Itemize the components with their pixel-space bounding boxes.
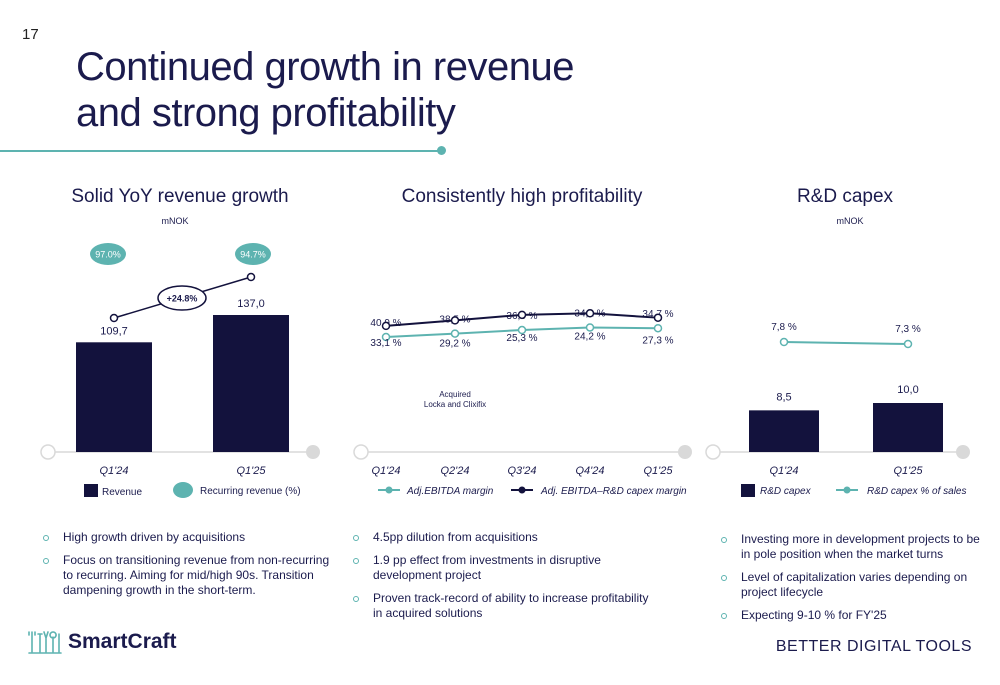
series-point: [585, 309, 595, 318]
profitability-bullets: 4.5pp dilution from acquisitions 1.9 pp …: [350, 530, 650, 629]
capex-pct-point: [779, 337, 789, 347]
title-divider-dot: [437, 146, 446, 155]
capex-value-label: 8,5: [776, 391, 791, 403]
bullet-item: 1.9 pp effect from investments in disrup…: [350, 553, 650, 583]
brand-name: SmartCraft: [68, 630, 177, 653]
revenue-bar: [76, 342, 152, 452]
growth-annotation-label: +24.8%: [167, 294, 198, 304]
bullet-item: Level of capitalization varies depending…: [718, 570, 980, 600]
revenue-axis-end-dot: [306, 445, 320, 459]
series-point: [585, 323, 595, 332]
capex-chart-unit: mNOK: [836, 216, 864, 226]
x-tick-label: Q3'24: [507, 465, 536, 477]
revenue-axis-start-dot: [40, 444, 56, 460]
series-point: [450, 329, 460, 338]
capex-bullets: Investing more in development projects t…: [718, 532, 980, 631]
profitability-axis-end-dot: [678, 445, 692, 459]
bullet-item: Proven track-record of ability to increa…: [350, 591, 650, 621]
x-tick-label: Q4'24: [575, 465, 604, 477]
data-label: 29,2 %: [439, 338, 470, 349]
capex-chart: 8,5 Q1'24 10,0 Q1'25 7,8 % 7,3 % R&D capex R&D …: [705, 322, 970, 497]
data-label: 25,3 %: [506, 333, 537, 344]
legend-recurring-swatch: [173, 482, 193, 498]
page-title: Continued growth in revenue and strong p…: [76, 44, 574, 136]
recurring-point: [109, 313, 119, 323]
smartcraft-logo[interactable]: SmartCraft: [28, 628, 177, 656]
title-line-2: and strong profitability: [76, 91, 456, 135]
recurring-pill: [90, 243, 126, 265]
acquisition-annotation: Locka and Clixifix: [424, 400, 486, 409]
capex-pct-label: 7,8 %: [771, 322, 797, 333]
legend-capex-pct-marker: [843, 486, 851, 494]
tagline: BETTER DIGITAL TOOLS: [775, 638, 972, 655]
series-point: [653, 323, 663, 333]
page-number: 17: [22, 26, 39, 43]
capex-axis-end-dot: [956, 445, 970, 459]
recurring-point: [246, 272, 256, 282]
bullet-item: 4.5pp dilution from acquisitions: [350, 530, 650, 545]
legend-recurring-label: Recurring revenue (%): [200, 486, 301, 497]
title-divider: [0, 150, 440, 152]
bullet-item: Expecting 9-10 % for FY'25: [718, 608, 980, 623]
revenue-chart-unit: mNOK: [161, 216, 189, 226]
series-point: [381, 332, 391, 342]
x-tick-label: Q1'25: [236, 465, 266, 477]
x-tick-label: Q1'24: [371, 465, 400, 477]
x-tick-label: Q1'24: [769, 465, 798, 477]
legend-capex-margin-marker: [518, 486, 526, 494]
growth-annotation-ellipse: [157, 285, 207, 311]
data-label: 33,1 %: [370, 338, 401, 349]
capex-bar: [749, 410, 819, 452]
revenue-bar: [213, 315, 289, 452]
revenue-value-label: 137,0: [237, 298, 265, 310]
legend-capex-label: R&D capex: [760, 486, 812, 497]
legend-capex-swatch: [741, 484, 755, 497]
revenue-chart: 109,7 Q1'24 137,0 Q1'25 97.0% 94.7% +24.8% Reve…: [40, 243, 320, 498]
data-label: 27,3 %: [642, 336, 673, 347]
bullet-item: Focus on transitioning revenue from non-…: [40, 553, 330, 598]
capex-value-label: 10,0: [897, 384, 918, 396]
legend-revenue-label: Revenue: [102, 487, 142, 498]
revenue-value-label: 109,7: [100, 325, 128, 337]
revenue-chart-title: Solid YoY revenue growth: [71, 186, 289, 207]
x-tick-label: Q1'24: [99, 465, 128, 477]
recurring-value-label: 94.7%: [240, 250, 266, 260]
capex-pct-label: 7,3 %: [895, 324, 921, 335]
capex-pct-point: [903, 339, 913, 349]
title-line-1: Continued growth in revenue: [76, 45, 574, 89]
x-tick-label: Q2'24: [440, 465, 469, 477]
x-tick-label: Q1'25: [643, 465, 673, 477]
profitability-axis-start-dot: [353, 444, 369, 460]
bullet-item: High growth driven by acquisitions: [40, 530, 330, 545]
legend-capex-pct-label: R&D capex % of sales: [867, 486, 967, 497]
legend-ebitda-label: Adj.EBITDA margin: [406, 486, 494, 497]
capex-axis-start-dot: [705, 444, 721, 460]
profitability-chart-title: Consistently high profitability: [401, 186, 643, 207]
profitability-chart: 40,9 % 38,5 % 36,0 % 34,2 % 34,7 %33,1 % 29,2…: [353, 308, 692, 497]
series-point: [517, 325, 527, 335]
revenue-bullets: High growth driven by acquisitions Focus…: [40, 530, 330, 606]
series-point: [517, 310, 527, 320]
series-point: [450, 316, 460, 325]
capex-pct-line: [783, 341, 909, 345]
bullet-item: Investing more in development projects t…: [718, 532, 980, 562]
capex-bar: [873, 403, 943, 452]
legend-revenue-swatch: [84, 484, 98, 497]
tools-icon: [28, 631, 62, 654]
recurring-value-label: 97.0%: [95, 250, 121, 260]
acquisition-annotation: Acquired: [439, 390, 471, 399]
recurring-pill: [235, 243, 271, 265]
legend-ebitda-marker: [385, 486, 393, 494]
legend-capex-margin-label: Adj. EBITDA–R&D capex margin: [540, 486, 687, 497]
x-tick-label: Q1'25: [893, 465, 923, 477]
data-label: 24,2 %: [574, 331, 605, 342]
series-point: [381, 321, 391, 331]
capex-chart-title: R&D capex: [796, 186, 894, 207]
series-point: [653, 313, 663, 322]
